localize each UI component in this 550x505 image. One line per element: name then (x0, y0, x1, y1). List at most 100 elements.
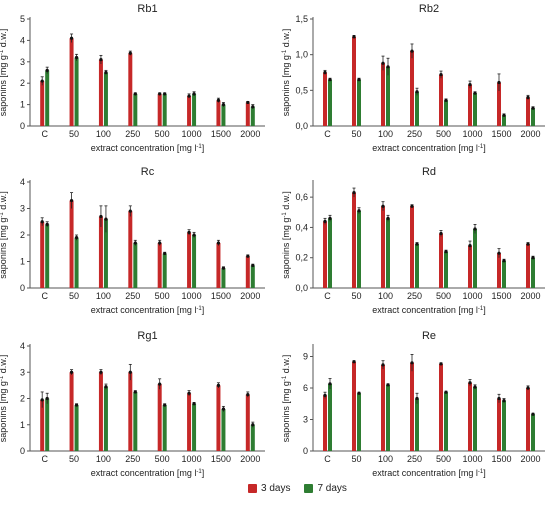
bar (40, 221, 45, 288)
bar (386, 218, 390, 288)
y-tick-label: 1,0 (295, 50, 308, 60)
mean-point (497, 251, 501, 255)
mean-point (386, 383, 390, 387)
mean-point (386, 216, 390, 220)
y-tick-label: 0 (303, 446, 308, 456)
x-tick-label: 1000 (462, 129, 482, 139)
bar (45, 70, 50, 126)
bar (98, 372, 103, 451)
x-tick-label: 1000 (462, 454, 482, 464)
x-tick-label: 1500 (211, 454, 231, 464)
mean-point (357, 78, 361, 82)
bar (74, 57, 79, 126)
mean-point (526, 242, 530, 246)
bar (328, 383, 332, 451)
x-tick-label: 1500 (491, 291, 511, 301)
mean-point (531, 412, 535, 416)
y-tick-label: 0,4 (295, 222, 308, 232)
mean-point (473, 227, 477, 231)
legend-swatch-7-days (304, 483, 314, 493)
mean-point (357, 391, 361, 395)
mean-point (246, 100, 250, 105)
mean-point (40, 220, 44, 224)
x-tick-label: 1500 (211, 291, 231, 301)
x-axis-label: extract concentration [mg l-1] (91, 468, 204, 478)
y-tick-label: 2 (20, 230, 25, 240)
y-axis-label: saponins [mg g-1 d.w.] (281, 29, 291, 116)
bar (74, 237, 79, 288)
mean-point (352, 35, 356, 39)
bar (103, 72, 108, 126)
mean-point (192, 233, 196, 237)
y-axis-label: saponins [mg g-1 d.w.] (281, 191, 291, 278)
x-tick-label: 250 (125, 454, 140, 464)
x-tick-label: 250 (407, 129, 422, 139)
x-tick-label: 1500 (211, 129, 231, 139)
bar (45, 398, 50, 451)
mean-point (323, 219, 327, 223)
mean-point (502, 399, 506, 403)
y-tick-label: 4 (20, 341, 25, 351)
bar (531, 414, 535, 451)
y-axis-label: saponins [mg g-1 d.w.] (0, 191, 8, 278)
mean-point (246, 392, 250, 397)
x-tick-label: 100 (378, 454, 393, 464)
mean-point (99, 214, 103, 219)
mean-point (381, 363, 385, 367)
x-tick-label: 500 (155, 129, 170, 139)
bar (74, 405, 79, 451)
y-tick-label: 0,5 (295, 85, 308, 95)
bar (250, 106, 255, 126)
bar (157, 384, 162, 451)
bar (502, 260, 506, 288)
chart-title: Rb2 (419, 3, 439, 15)
mean-point (323, 70, 327, 75)
chart-rc: Rc 0 1 2 3 4 saponins [mg g-1 d.w.] C 50 100 250 50… (0, 166, 265, 315)
mean-point (439, 73, 443, 77)
bar (133, 391, 138, 451)
mean-point (502, 113, 506, 117)
mean-point (323, 393, 327, 397)
y-tick-label: 4 (20, 35, 25, 45)
bar (415, 244, 419, 288)
x-tick-label: C (324, 454, 331, 464)
mean-point (381, 204, 385, 208)
mean-point (410, 361, 414, 365)
x-tick-label: 50 (69, 129, 79, 139)
bar (473, 386, 477, 451)
y-tick-label: 1 (20, 257, 25, 267)
y-tick-label: 0,0 (295, 121, 308, 131)
x-tick-label: 1500 (491, 454, 511, 464)
x-tick-label: 100 (96, 129, 111, 139)
y-tick-label: 6 (303, 383, 308, 393)
mean-point (187, 94, 191, 98)
mean-point (444, 390, 448, 394)
bar (192, 403, 197, 451)
bar (245, 394, 250, 451)
x-tick-label: 100 (378, 291, 393, 301)
x-tick-label: 1000 (182, 291, 202, 301)
mean-point (74, 236, 79, 240)
x-tick-label: 50 (69, 291, 79, 301)
mean-point (74, 55, 79, 60)
x-tick-label: 1000 (182, 454, 202, 464)
bar (103, 219, 108, 288)
bar (133, 242, 138, 288)
bar (192, 235, 197, 288)
bar (162, 253, 167, 288)
y-tick-label: 0,6 (295, 192, 308, 202)
y-tick-label: 2 (20, 78, 25, 88)
bar (245, 256, 250, 288)
bar (497, 253, 501, 288)
bar (468, 84, 472, 126)
x-tick-label: 500 (155, 454, 170, 464)
x-tick-label: 50 (69, 454, 79, 464)
chart-title: Rd (422, 166, 436, 178)
bar (381, 63, 385, 126)
bar (162, 405, 167, 451)
mean-point (158, 92, 162, 96)
y-axis-label: saponins [mg g-1 d.w.] (281, 355, 291, 442)
bar (192, 93, 197, 126)
bar (497, 82, 501, 126)
x-tick-label: 500 (436, 129, 451, 139)
